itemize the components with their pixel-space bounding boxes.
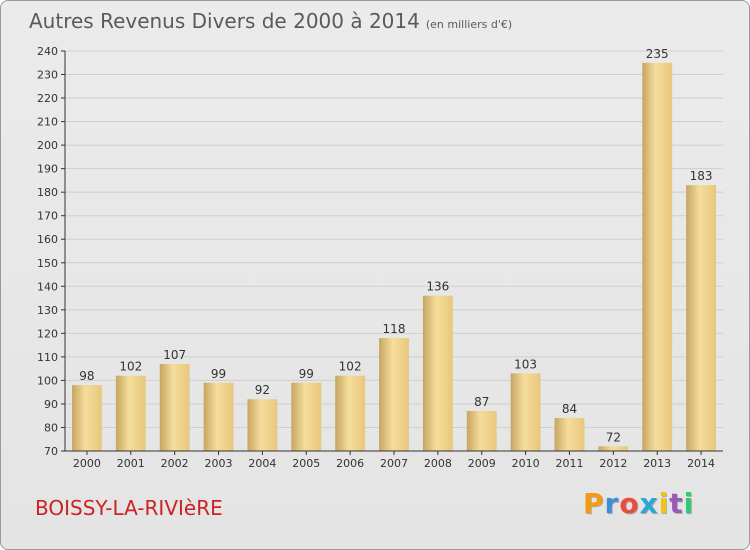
- y-tick-label: 80: [44, 421, 58, 434]
- y-tick-label: 220: [37, 92, 58, 105]
- y-tick-label: 170: [37, 210, 58, 223]
- axes: 7080901001101201301401501601701801902002…: [37, 45, 723, 470]
- data-label-2014: 183: [690, 169, 713, 183]
- bar-2006: [335, 375, 366, 451]
- x-tick-label-2014: 2014: [687, 457, 715, 470]
- data-label-2010: 103: [514, 357, 537, 371]
- y-tick-label: 200: [37, 139, 58, 152]
- x-tick-label-2003: 2003: [205, 457, 233, 470]
- bar-2012: [598, 446, 629, 451]
- x-tick-label-2010: 2010: [512, 457, 540, 470]
- logo-letter: P: [583, 487, 605, 520]
- data-label-2001: 102: [119, 360, 142, 374]
- bar-2010: [510, 373, 541, 451]
- y-tick-label: 240: [37, 45, 58, 58]
- bar-2002: [159, 363, 190, 451]
- x-tick-label-2002: 2002: [161, 457, 189, 470]
- chart-title-text: Autres Revenus Divers de 2000 à 2014: [29, 9, 420, 33]
- x-tick-label-2009: 2009: [468, 457, 496, 470]
- bar-2000: [72, 385, 102, 451]
- data-label-2011: 84: [562, 402, 577, 416]
- logo-letter: o: [619, 487, 640, 520]
- data-label-2003: 99: [211, 367, 226, 381]
- data-label-2006: 102: [339, 360, 362, 374]
- bar-2007: [379, 338, 409, 451]
- logo-letter: i: [658, 487, 670, 520]
- data-label-2004: 92: [255, 383, 270, 397]
- chart-subtitle: (en milliers d'€): [425, 18, 513, 31]
- data-label-2007: 118: [383, 322, 406, 336]
- x-tick-label-2005: 2005: [292, 457, 320, 470]
- y-tick-label: 230: [37, 69, 58, 82]
- data-label-2008: 136: [426, 280, 449, 294]
- y-tick-label: 100: [37, 374, 58, 387]
- x-tick-label-2007: 2007: [380, 457, 408, 470]
- x-tick-label-2001: 2001: [117, 457, 145, 470]
- bar-2009: [466, 411, 497, 451]
- bars: [72, 62, 716, 451]
- x-tick-label-2012: 2012: [599, 457, 627, 470]
- x-tick-label-2006: 2006: [336, 457, 364, 470]
- logo-letter: r: [604, 487, 620, 520]
- bar-2001: [115, 375, 146, 451]
- bar-2011: [554, 418, 585, 451]
- data-label-2002: 107: [163, 348, 186, 362]
- y-tick-label: 210: [37, 116, 58, 129]
- y-tick-label: 110: [37, 351, 58, 364]
- y-tick-label: 130: [37, 304, 58, 317]
- commune-name: BOISSY-LA-RIVIèRE: [35, 496, 223, 520]
- data-label-2005: 99: [299, 367, 314, 381]
- y-tick-label: 180: [37, 186, 58, 199]
- bar-2004: [247, 399, 278, 451]
- data-label-2000: 98: [79, 369, 94, 383]
- data-label-2009: 87: [474, 395, 489, 409]
- y-tick-label: 150: [37, 257, 58, 270]
- data-label-2012: 72: [606, 430, 621, 444]
- x-tick-label-2011: 2011: [555, 457, 583, 470]
- x-tick-label-2004: 2004: [248, 457, 276, 470]
- y-tick-label: 160: [37, 233, 58, 246]
- y-tick-label: 190: [37, 163, 58, 176]
- bar-2003: [203, 382, 234, 451]
- logo-letter: t: [669, 487, 684, 520]
- y-tick-label: 90: [44, 398, 58, 411]
- y-tick-label: 70: [44, 445, 58, 458]
- x-tick-label-2013: 2013: [643, 457, 671, 470]
- y-tick-label: 140: [37, 280, 58, 293]
- y-tick-label: 120: [37, 327, 58, 340]
- data-label-2013: 235: [646, 47, 669, 61]
- chart-title: Autres Revenus Divers de 2000 à 2014 (en …: [29, 9, 512, 33]
- bar-2013: [642, 62, 673, 451]
- proxiti-logo: Proxiti: [583, 487, 694, 520]
- x-tick-label-2000: 2000: [73, 457, 101, 470]
- bar-2008: [422, 295, 453, 451]
- x-tick-label-2008: 2008: [424, 457, 452, 470]
- logo-letter: x: [639, 487, 659, 520]
- logo-letter: i: [683, 487, 695, 520]
- bar-2014: [686, 185, 716, 451]
- bar-2005: [291, 382, 322, 451]
